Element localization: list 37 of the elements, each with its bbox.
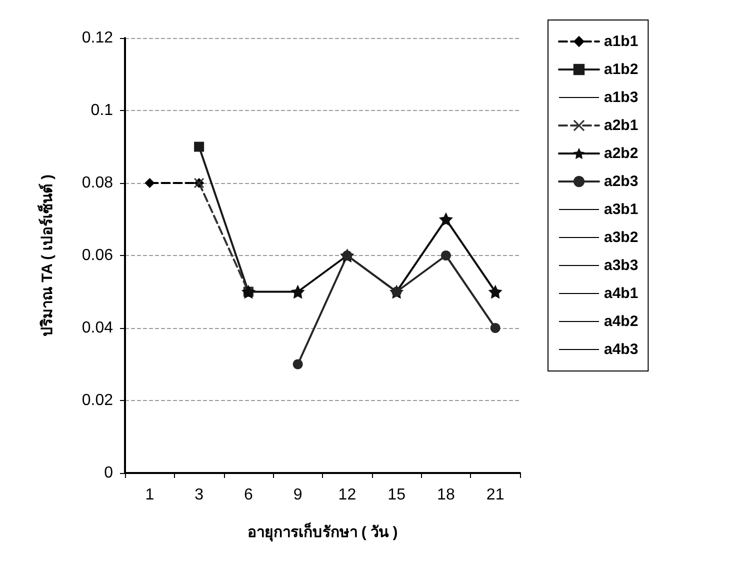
legend-label: a3b2 [604,229,638,246]
point [194,142,204,152]
point [290,284,305,299]
y-tick-label: 0.08 [82,174,114,192]
y-tick-label: 0.12 [82,30,114,46]
y-tick-label: 0 [104,464,114,482]
x-tick-label: 15 [388,486,406,504]
y-tick-label: 0.1 [90,102,114,119]
legend-label: a1b3 [604,89,638,106]
x-tick-label: 18 [437,486,455,504]
x-tick-label: 6 [244,486,253,504]
point [438,212,453,226]
x-tick-label: 1 [145,486,154,504]
legend-label: a2b1 [604,117,638,134]
legend-label: a4b3 [604,341,638,358]
point [490,323,500,333]
x-tick-label: 3 [194,486,204,504]
legend-label: a2b3 [604,173,638,190]
point [144,178,155,188]
y-tick-label: 0.04 [82,320,114,336]
legend-label: a2b2 [604,145,638,162]
legend-label: a1b2 [604,61,638,78]
legend-label: a3b3 [604,257,638,274]
x-tick-label: 12 [338,486,356,504]
x-tick-label: 21 [486,486,504,504]
y-tick-label: 0.02 [82,392,114,409]
y-axis-title: ปริมาณ TA ( เปอร์เซ็นต์ ) [37,174,56,336]
legend-label: a4b2 [604,313,638,330]
legend-label: a1b1 [604,33,638,50]
y-tick-label: 0.06 [82,247,114,264]
x-axis-title: อายุการเก็บรักษา ( วัน ) [247,522,398,542]
point [440,250,451,260]
legend-label: a3b1 [604,201,638,218]
point [292,359,303,370]
legend-label: a4b1 [604,285,638,302]
x-tick-label: 9 [293,486,302,504]
point [488,284,502,299]
